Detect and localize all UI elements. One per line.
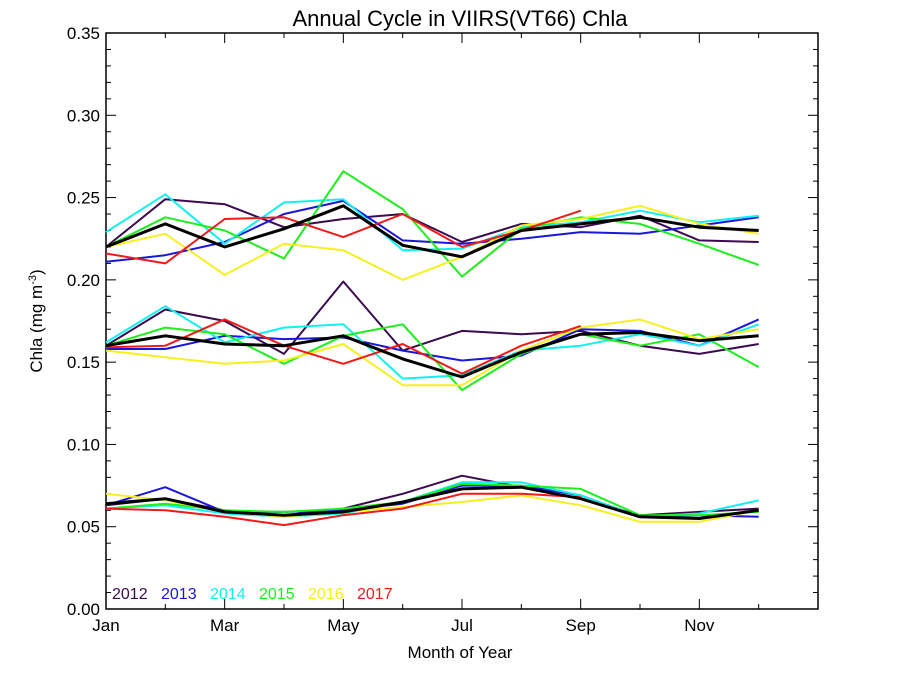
series-line-mean: [105, 204, 759, 259]
y-axis-label-close: ): [27, 269, 46, 275]
y-tick-label: 0.20: [67, 271, 100, 290]
y-tick-label: 0.25: [67, 189, 100, 208]
chart-title: Annual Cycle in VIIRS(VT66) Chla: [292, 6, 628, 31]
series-line-2015: [105, 323, 760, 392]
y-tick-label: 0.30: [67, 106, 100, 125]
x-tick-label: Jan: [92, 616, 119, 635]
legend-item-2012: 2012: [112, 586, 148, 603]
y-axis-label-main: Chla (mg m: [27, 285, 46, 373]
x-tick-label: Mar: [210, 616, 240, 635]
y-tick-label: 0.00: [67, 600, 100, 619]
y-tick-label: 0.05: [67, 518, 100, 537]
series-line-2014: [105, 481, 759, 518]
series-line-2014: [105, 305, 760, 380]
y-tick-label: 0.35: [67, 24, 100, 43]
series-line-2016: [105, 318, 759, 387]
x-tick-label: Sep: [566, 616, 596, 635]
x-axis: Jan Mar May Jul Sep Nov: [92, 33, 760, 635]
legend-item-2016: 2016: [308, 586, 344, 603]
y-axis: 0.00 0.05 0.10 0.15 0.20 0.25 0.30 0.35: [67, 24, 818, 619]
series-line-2017: [105, 209, 582, 265]
series-line-mean: [105, 331, 759, 379]
x-tick-label: May: [327, 616, 360, 635]
series-line-2017: [105, 492, 581, 527]
x-axis-label: Month of Year: [408, 643, 513, 662]
legend: 2012 2013 2014 2015 2016 2017: [112, 586, 393, 603]
y-tick-label: 0.10: [67, 435, 100, 454]
y-tick-label: 0.15: [67, 353, 100, 372]
series-line-2016: [105, 204, 759, 281]
series-line-2012: [105, 280, 759, 355]
y-axis-label: Chla (mg m-3): [27, 269, 46, 372]
legend-item-2014: 2014: [210, 586, 246, 603]
plot-frame: [105, 32, 819, 610]
series-line-mean: [105, 485, 759, 520]
legend-item-2017: 2017: [357, 586, 393, 603]
legend-item-2013: 2013: [161, 586, 197, 603]
series-line-2015: [105, 170, 760, 278]
legend-item-2015: 2015: [259, 586, 295, 603]
series-line-2014: [105, 193, 759, 252]
x-tick-label: Nov: [684, 616, 715, 635]
x-tick-label: Jul: [451, 616, 473, 635]
series-line-2017: [105, 318, 582, 375]
y-axis-label-superscript: -3: [27, 275, 39, 285]
series-lines: [105, 170, 760, 527]
